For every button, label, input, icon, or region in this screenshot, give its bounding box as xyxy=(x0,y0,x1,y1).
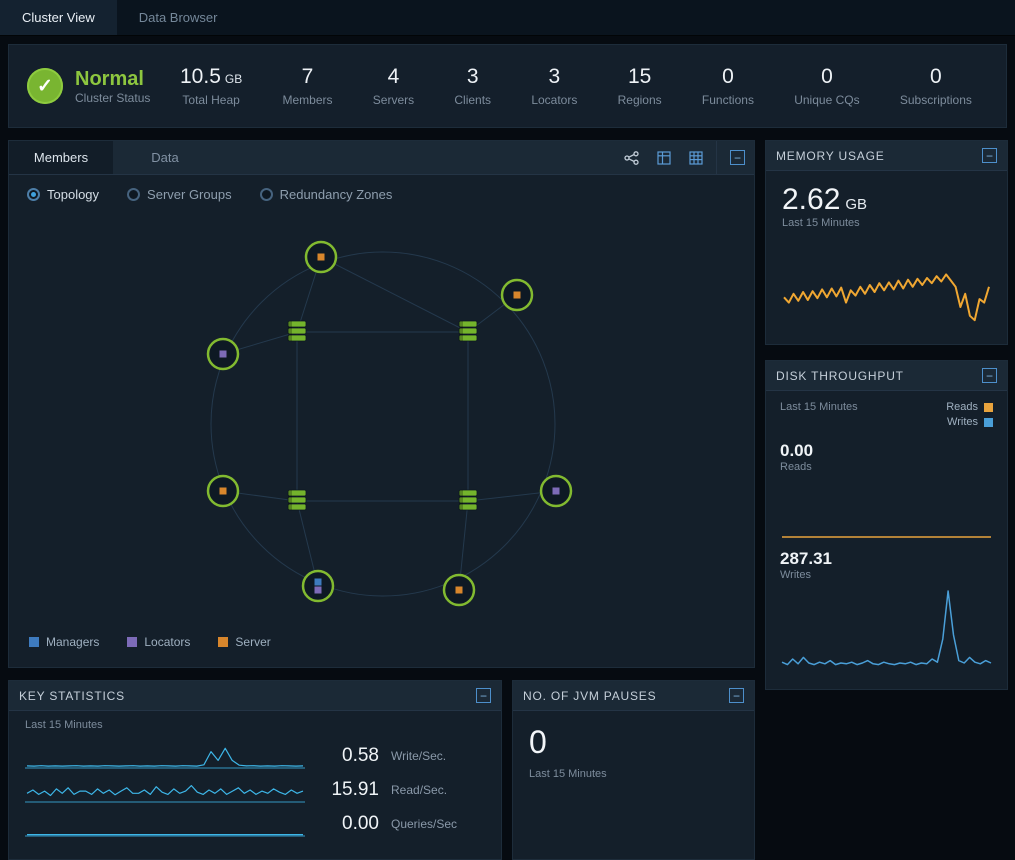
disk-throughput-panel: DISK THROUGHPUT Last 15 Minutes Reads Wr… xyxy=(765,360,1008,690)
radio-server-groups[interactable]: Server Groups xyxy=(127,187,232,202)
keystat-row-writes: 0.58 Write/Sec. xyxy=(25,739,485,773)
jvm-collapse-icon[interactable] xyxy=(729,688,744,703)
topology-legend: Managers Locators Server xyxy=(9,630,754,654)
collapse-icon[interactable] xyxy=(730,150,745,165)
locators-swatch xyxy=(127,637,138,647)
disk-writes-chart xyxy=(781,590,992,666)
memory-sub: Last 15 Minutes xyxy=(782,217,860,229)
memory-value: 2.62 xyxy=(782,183,841,216)
radio-button-icon[interactable] xyxy=(259,188,273,201)
grid-view-icon[interactable] xyxy=(648,150,680,165)
memory-unit: GB xyxy=(845,196,868,213)
member-node[interactable] xyxy=(539,474,573,508)
stat-clients: 3 Clients xyxy=(454,65,492,107)
memory-usage-title: MEMORY USAGE xyxy=(776,148,885,163)
stat-functions: 0 Functions xyxy=(701,65,754,107)
stat-subscriptions: 0 Subscriptions xyxy=(899,65,972,107)
member-node[interactable] xyxy=(304,240,338,274)
stat-total-heap: 10.5 GB Total Heap xyxy=(180,65,243,107)
cluster-state-label: Cluster Status xyxy=(75,90,151,105)
icon-separator xyxy=(716,141,717,174)
member-node[interactable] xyxy=(442,573,476,607)
legend-managers: Managers xyxy=(29,635,99,649)
topology-view-options: Topology Server Groups Redundancy Zones xyxy=(9,175,754,210)
radio-topology[interactable]: Topology xyxy=(27,187,99,202)
memory-usage-chart xyxy=(783,273,990,322)
disk-writes-label: Writes xyxy=(780,569,811,581)
memory-collapse-icon[interactable] xyxy=(982,148,997,163)
tab-members[interactable]: Members xyxy=(9,141,113,174)
jvm-pauses-value: 0 xyxy=(529,724,547,760)
jvm-pauses-title: NO. OF JVM PAUSES xyxy=(523,688,657,703)
writes-per-sec-sparkline xyxy=(25,747,305,769)
keystat-row-reads: 15.91 Read/Sec. xyxy=(25,773,485,807)
members-collapse-icon[interactable] xyxy=(721,150,754,165)
disk-sub: Last 15 Minutes xyxy=(780,401,858,413)
topology-graph xyxy=(206,240,573,607)
queries-per-sec-sparkline xyxy=(25,834,305,837)
disk-writes-value: 287.31 xyxy=(780,549,832,568)
disk-reads-value: 0.00 xyxy=(780,441,814,460)
members-panel: Members Data xyxy=(8,140,755,668)
radio-redundancy-zones[interactable]: Redundancy Zones xyxy=(259,187,392,202)
key-statistics-panel: KEY STATISTICS Last 15 Minutes 0.58 Writ… xyxy=(8,680,502,860)
disk-collapse-icon[interactable] xyxy=(982,368,997,383)
key-statistics-title: KEY STATISTICS xyxy=(19,688,125,703)
member-node[interactable] xyxy=(206,474,240,508)
legend-locators: Locators xyxy=(127,635,190,649)
keystat-row-queries: 0.00 Queries/Sec xyxy=(25,807,485,841)
disk-legend: Reads Writes xyxy=(946,401,993,431)
member-node[interactable] xyxy=(500,278,534,312)
disk-throughput-title: DISK THROUGHPUT xyxy=(776,368,904,383)
server-stack-node[interactable] xyxy=(287,489,307,511)
tab-data-browser[interactable]: Data Browser xyxy=(138,10,218,25)
reads-swatch xyxy=(984,402,993,412)
member-node[interactable] xyxy=(206,337,240,371)
table-view-icon[interactable] xyxy=(680,150,712,165)
members-panel-tabs: Members Data xyxy=(9,141,754,175)
jvm-pauses-sub: Last 15 Minutes xyxy=(529,768,607,781)
cluster-status: ✓ Normal Cluster Status xyxy=(9,68,174,105)
keystats-collapse-icon[interactable] xyxy=(476,688,491,703)
legend-reads: Reads xyxy=(946,401,993,413)
radio-button-icon[interactable] xyxy=(127,188,141,201)
cluster-status-bar: ✓ Normal Cluster Status 10.5 GB Total Hea… xyxy=(8,44,1007,128)
legend-writes: Writes xyxy=(946,416,993,428)
server-stack-node[interactable] xyxy=(458,489,478,511)
keystats-sub: Last 15 Minutes xyxy=(25,719,103,731)
cluster-state: Normal xyxy=(75,67,144,90)
reads-per-sec-sparkline xyxy=(25,785,305,803)
legend-server: Server xyxy=(218,635,271,649)
stat-locators: 3 Locators xyxy=(531,65,578,107)
tab-data[interactable]: Data xyxy=(151,150,179,165)
stat-servers: 4 Servers xyxy=(372,65,415,107)
disk-reads-label: Reads xyxy=(780,461,812,473)
topology-view-icon[interactable] xyxy=(615,150,648,165)
managers-swatch xyxy=(29,637,39,647)
stat-members: 7 Members xyxy=(282,65,333,107)
server-stack-node[interactable] xyxy=(458,320,478,342)
status-ok-icon: ✓ xyxy=(27,68,63,104)
stat-unique-cqs: 0 Unique CQs xyxy=(794,65,860,107)
top-tab-bar: Cluster View Data Browser xyxy=(0,0,1015,36)
server-stack-node[interactable] xyxy=(287,320,307,342)
stat-regions: 15 Regions xyxy=(617,65,662,107)
cluster-stats: 10.5 GB Total Heap 7 Members 4 Servers 3 … xyxy=(174,65,1006,107)
radio-button-icon[interactable] xyxy=(27,188,40,201)
member-node[interactable] xyxy=(301,569,335,603)
tab-cluster-view[interactable]: Cluster View xyxy=(0,0,117,35)
disk-reads-chart xyxy=(782,536,991,538)
writes-swatch xyxy=(984,417,993,427)
jvm-pauses-panel: NO. OF JVM PAUSES 0 Last 15 Minutes xyxy=(512,680,755,860)
server-swatch xyxy=(218,637,229,647)
